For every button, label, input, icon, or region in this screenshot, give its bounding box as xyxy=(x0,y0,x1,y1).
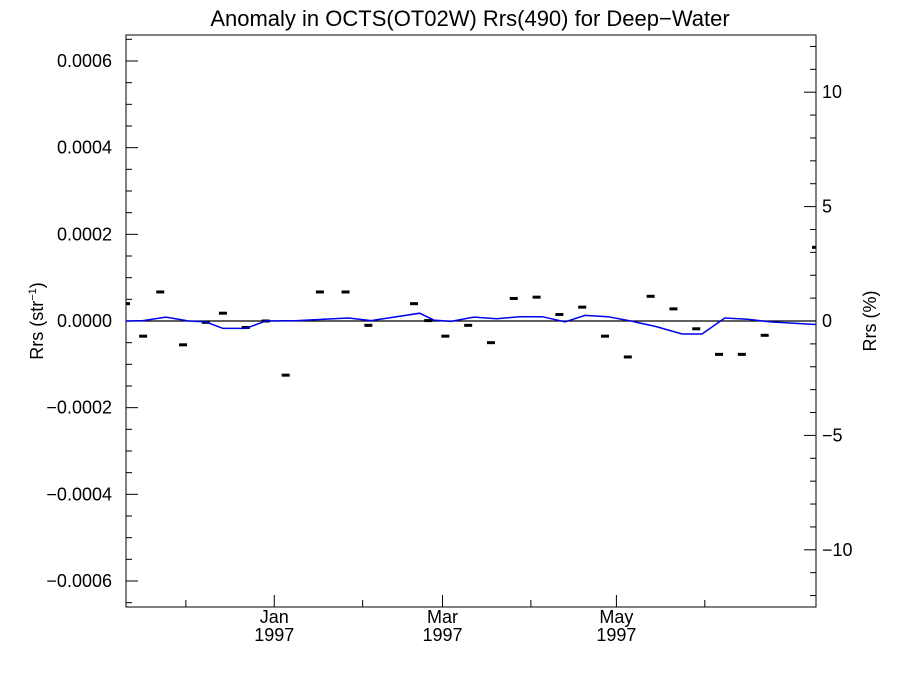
anomaly-line-series xyxy=(125,312,817,335)
right-axis-label: Rrs (%) xyxy=(860,291,880,352)
left-tick-label: 0.0002 xyxy=(57,224,112,244)
plot-area: 0.0006 0.0004 0.0002 0.0000 −0.0002 −0.0004 −0… xyxy=(46,34,853,645)
x-tick-year: 1997 xyxy=(422,625,462,645)
right-tick-label: −5 xyxy=(822,425,843,445)
x-tick-month: Jan xyxy=(260,607,289,627)
left-tick-label: −0.0006 xyxy=(46,571,112,591)
left-tick-label: −0.0004 xyxy=(46,484,112,504)
left-tick-label: −0.0002 xyxy=(46,398,112,418)
left-axis-label-close: ) xyxy=(27,282,47,288)
x-tick-month: May xyxy=(599,607,633,627)
right-tick-label: −10 xyxy=(822,540,853,560)
left-tick-label: 0.0004 xyxy=(57,138,112,158)
x-tick-year: 1997 xyxy=(596,625,636,645)
left-axis-label-exponent: −1 xyxy=(27,288,39,301)
chart-title: Anomaly in OCTS(OT02W) Rrs(490) for Deep… xyxy=(210,6,729,31)
left-tick-label: 0.0006 xyxy=(57,51,112,71)
right-y-axis: 10 5 0 −5 −10 xyxy=(804,45,853,597)
x-tick-month: Mar xyxy=(427,607,458,627)
right-tick-label: 0 xyxy=(822,311,832,331)
x-tick-year: 1997 xyxy=(254,625,294,645)
right-tick-label: 10 xyxy=(822,82,842,102)
left-y-axis: 0.0006 0.0004 0.0002 0.0000 −0.0002 −0.0004 −0… xyxy=(46,38,138,604)
left-tick-label: 0.0000 xyxy=(57,311,112,331)
anomaly-markers xyxy=(126,245,816,377)
left-axis-label: Rrs (str−1) xyxy=(27,282,47,360)
right-tick-label: 5 xyxy=(822,197,832,217)
anomaly-line xyxy=(125,312,817,335)
left-axis-label-main: Rrs (str xyxy=(27,301,47,360)
